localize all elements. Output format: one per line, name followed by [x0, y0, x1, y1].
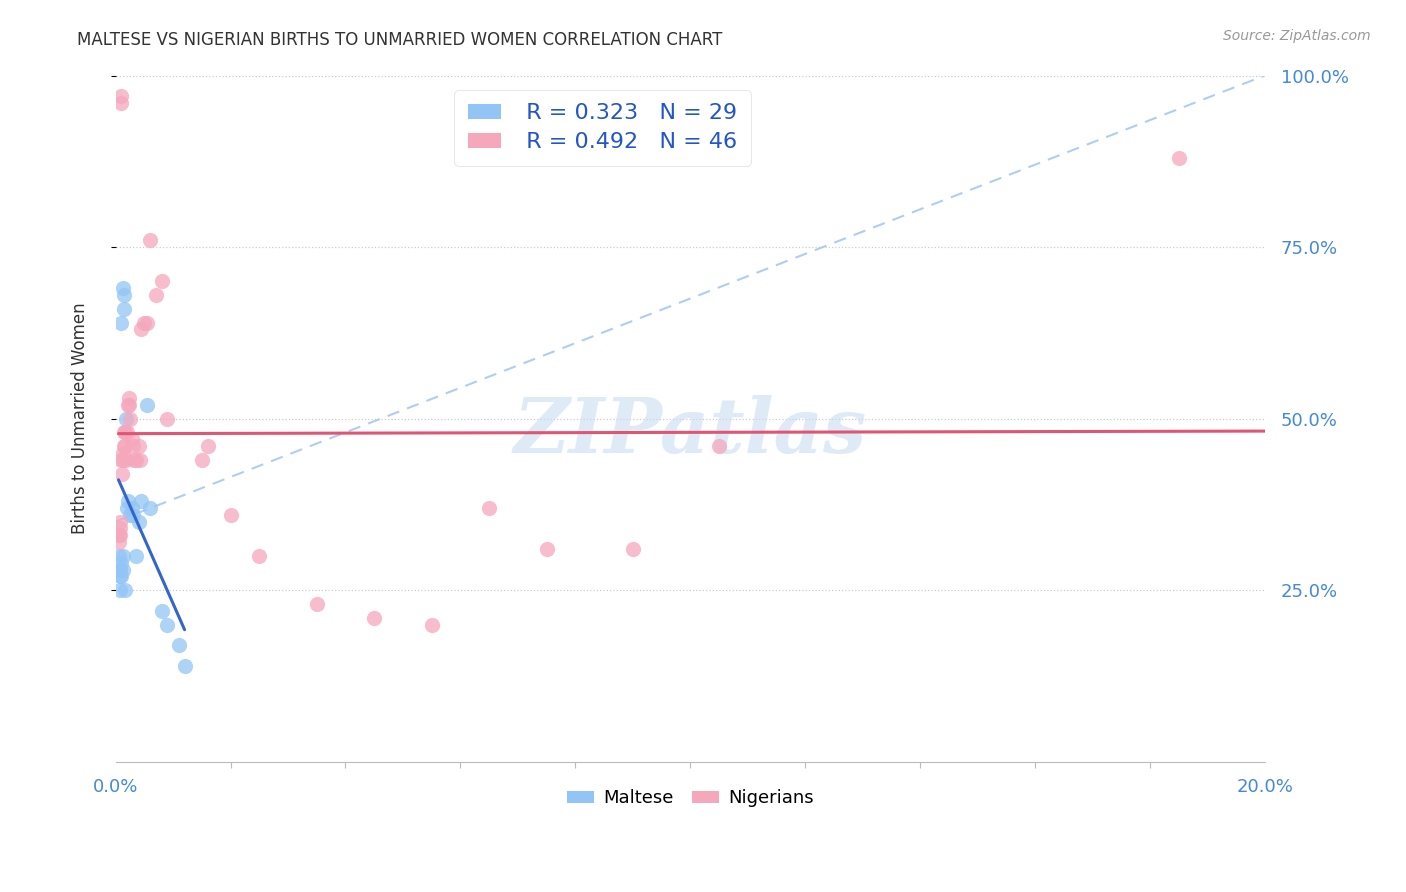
Point [110, 89, 132, 103]
Point [111, 549, 134, 563]
Point [111, 467, 134, 481]
Point [110, 569, 132, 583]
Point [117, 398, 139, 412]
Point [111, 563, 134, 577]
Point [107, 549, 129, 563]
Point [114, 425, 136, 440]
Point [131, 494, 153, 508]
Point [112, 439, 135, 453]
Point [110, 569, 132, 583]
Point [1167, 151, 1189, 165]
Point [150, 604, 173, 618]
Point [305, 597, 328, 611]
Point [156, 411, 179, 425]
Point [121, 432, 143, 446]
Point [122, 508, 145, 522]
Point [125, 549, 148, 563]
Point [114, 583, 136, 598]
Point [108, 563, 131, 577]
Point [118, 508, 141, 522]
Point [363, 610, 385, 624]
Point [128, 452, 150, 467]
Point [110, 563, 132, 577]
Point [107, 528, 129, 542]
Point [115, 500, 138, 515]
Point [115, 411, 138, 425]
Point [219, 508, 242, 522]
Point [110, 316, 132, 330]
Point [420, 617, 443, 632]
Point [707, 439, 730, 453]
Point [115, 425, 138, 440]
Point [110, 528, 132, 542]
Point [112, 281, 135, 295]
Point [139, 233, 162, 247]
Point [112, 425, 135, 440]
Point [110, 515, 132, 529]
Point [128, 439, 150, 453]
Point [536, 542, 558, 557]
Point [112, 301, 135, 316]
Y-axis label: Births to Unmarried Women: Births to Unmarried Women [72, 302, 89, 534]
Point [112, 288, 135, 302]
Text: ZIPatlas: ZIPatlas [513, 395, 868, 469]
Point [108, 521, 131, 535]
Point [247, 549, 270, 563]
Point [173, 658, 195, 673]
Point [167, 638, 190, 652]
Point [136, 398, 159, 412]
Point [110, 452, 132, 467]
Text: Source: ZipAtlas.com: Source: ZipAtlas.com [1223, 29, 1371, 43]
Point [128, 515, 150, 529]
Point [136, 316, 159, 330]
Legend: Maltese, Nigerians: Maltese, Nigerians [560, 782, 821, 814]
Point [197, 439, 219, 453]
Point [125, 452, 148, 467]
Point [191, 452, 214, 467]
Point [122, 452, 145, 467]
Point [110, 556, 132, 570]
Point [121, 500, 143, 515]
Point [139, 500, 162, 515]
Point [112, 452, 135, 467]
Point [114, 439, 136, 453]
Point [145, 288, 167, 302]
Point [108, 535, 131, 549]
Point [118, 391, 141, 405]
Point [118, 411, 141, 425]
Point [110, 583, 132, 598]
Point [117, 494, 139, 508]
Point [122, 439, 145, 453]
Text: MALTESE VS NIGERIAN BIRTHS TO UNMARRIED WOMEN CORRELATION CHART: MALTESE VS NIGERIAN BIRTHS TO UNMARRIED … [77, 31, 723, 49]
Point [111, 446, 134, 460]
Point [118, 398, 141, 412]
Point [156, 617, 179, 632]
Point [150, 274, 173, 288]
Point [110, 95, 132, 110]
Point [134, 316, 156, 330]
Point [131, 322, 153, 336]
Point [115, 452, 138, 467]
Point [478, 500, 501, 515]
Point [621, 542, 644, 557]
